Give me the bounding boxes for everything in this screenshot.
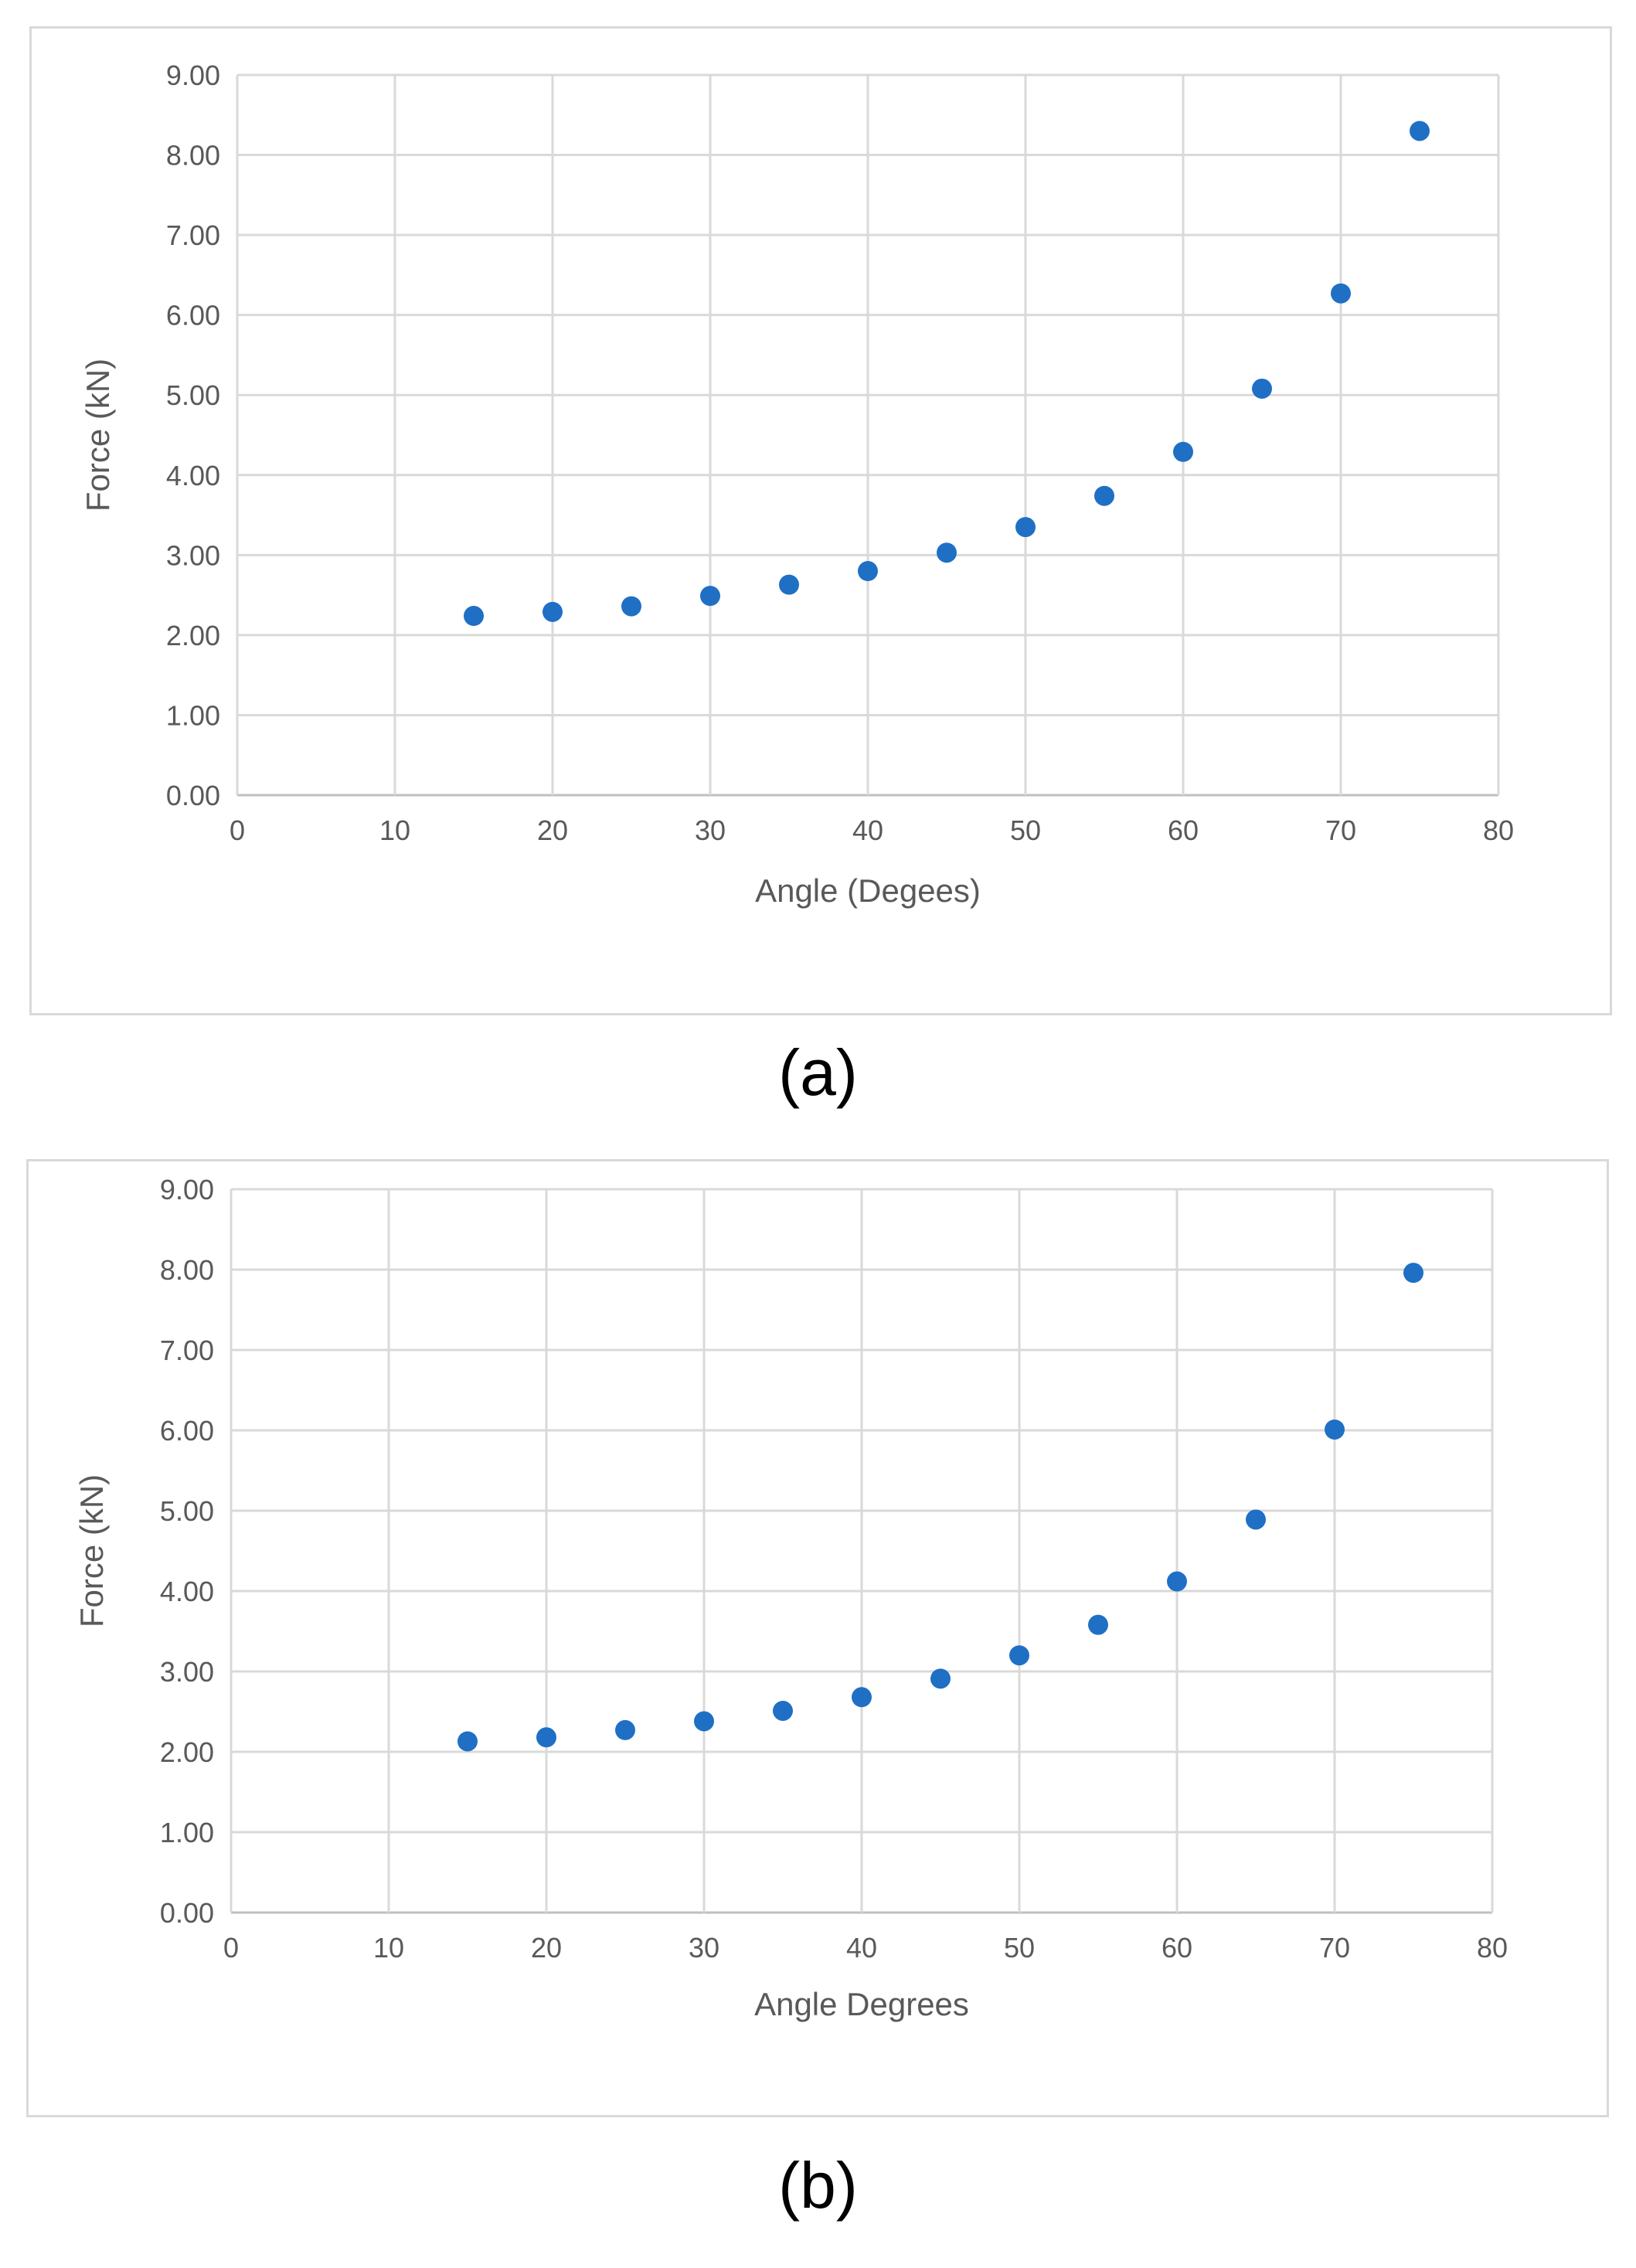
x-tick-label: 0 bbox=[223, 1932, 239, 1964]
x-tick-label: 30 bbox=[689, 1932, 719, 1964]
data-point bbox=[852, 1687, 872, 1708]
data-point bbox=[464, 606, 484, 627]
data-point bbox=[615, 1719, 635, 1740]
data-point bbox=[1015, 517, 1036, 538]
data-point bbox=[779, 574, 799, 595]
data-point bbox=[542, 601, 563, 622]
chart-a: 0.00 1.00 2.00 3.00 4.00 5.00 6.00 7.00 8.00 9.00… bbox=[80, 60, 1514, 909]
data-point bbox=[1331, 283, 1351, 304]
y-tick-label: 1.00 bbox=[166, 699, 220, 731]
data-point bbox=[858, 561, 878, 582]
data-point bbox=[930, 1668, 951, 1689]
y-tick-label: 9.00 bbox=[166, 60, 220, 91]
data-point bbox=[536, 1727, 556, 1748]
y-tick-label: 1.00 bbox=[160, 1817, 214, 1848]
data-point bbox=[1325, 1419, 1345, 1440]
y-tick-label: 7.00 bbox=[166, 219, 220, 251]
data-point bbox=[1410, 121, 1430, 141]
x-tick-label: 20 bbox=[537, 814, 568, 846]
y-tick-label: 3.00 bbox=[160, 1656, 214, 1688]
y-axis-title: Force (kN) bbox=[73, 1474, 110, 1627]
data-point bbox=[621, 596, 641, 617]
data-points bbox=[457, 1263, 1423, 1752]
data-points bbox=[464, 121, 1430, 627]
data-point bbox=[1403, 1263, 1423, 1284]
caption-a: (a) bbox=[778, 1036, 858, 1109]
x-tick-label: 30 bbox=[695, 814, 726, 846]
data-point bbox=[773, 1700, 793, 1721]
x-tick-label: 10 bbox=[379, 814, 410, 846]
data-point bbox=[700, 586, 720, 607]
x-tick-label: 10 bbox=[373, 1932, 404, 1964]
data-point bbox=[457, 1731, 478, 1752]
y-tick-label: 4.00 bbox=[166, 460, 220, 491]
y-tick-label: 7.00 bbox=[160, 1335, 214, 1366]
y-tick-label: 9.00 bbox=[160, 1174, 214, 1205]
y-tick-label: 8.00 bbox=[160, 1254, 214, 1286]
x-tick-label: 0 bbox=[230, 814, 245, 846]
data-point bbox=[1173, 441, 1193, 462]
x-tick-label: 40 bbox=[846, 1932, 877, 1964]
data-point bbox=[1246, 1509, 1266, 1530]
x-tick-label: 50 bbox=[1010, 814, 1041, 846]
x-tick-label: 70 bbox=[1325, 814, 1356, 846]
data-point bbox=[1009, 1645, 1029, 1666]
caption-b: (b) bbox=[778, 2149, 858, 2222]
x-tick-label: 50 bbox=[1004, 1932, 1035, 1964]
x-tick-label: 20 bbox=[531, 1932, 562, 1964]
y-tick-label: 3.00 bbox=[166, 539, 220, 571]
y-tick-label: 0.00 bbox=[160, 1897, 214, 1929]
x-axis-title: Angle (Degees) bbox=[755, 872, 981, 909]
y-tick-label: 2.00 bbox=[166, 620, 220, 651]
x-axis-title: Angle Degrees bbox=[754, 1986, 969, 2022]
chart-panel-a: 0.00 1.00 2.00 3.00 4.00 5.00 6.00 7.00 8.00 9.00… bbox=[29, 26, 1612, 1015]
gridlines bbox=[230, 1188, 1494, 1914]
y-tick-label: 0.00 bbox=[166, 780, 220, 811]
data-point bbox=[1252, 378, 1272, 399]
y-tick-label: 6.00 bbox=[160, 1415, 214, 1447]
data-point bbox=[1167, 1571, 1187, 1592]
y-tick-label: 2.00 bbox=[160, 1736, 214, 1768]
chart-b: 0.00 1.00 2.00 3.00 4.00 5.00 6.00 7.00 8.00 9.00… bbox=[73, 1174, 1508, 2022]
chart-panel-b: 0.00 1.00 2.00 3.00 4.00 5.00 6.00 7.00 8.00 9.00… bbox=[26, 1159, 1609, 2117]
x-tick-label: 80 bbox=[1483, 814, 1514, 846]
y-axis-title: Force (kN) bbox=[80, 359, 116, 512]
x-tick-label: 60 bbox=[1168, 814, 1199, 846]
y-tick-label: 4.00 bbox=[160, 1576, 214, 1607]
x-tick-label: 40 bbox=[852, 814, 883, 846]
x-tick-label: 70 bbox=[1319, 1932, 1350, 1964]
data-point bbox=[937, 542, 957, 563]
y-tick-label: 5.00 bbox=[166, 379, 220, 411]
y-tick-label: 6.00 bbox=[166, 300, 220, 332]
y-tick-label: 8.00 bbox=[166, 140, 220, 172]
x-tick-label: 80 bbox=[1477, 1932, 1508, 1964]
data-point bbox=[1088, 1614, 1108, 1635]
y-tick-label: 5.00 bbox=[160, 1495, 214, 1527]
data-point bbox=[694, 1711, 714, 1732]
gridlines bbox=[236, 73, 1500, 797]
data-point bbox=[1094, 485, 1114, 506]
x-tick-label: 60 bbox=[1162, 1932, 1192, 1964]
